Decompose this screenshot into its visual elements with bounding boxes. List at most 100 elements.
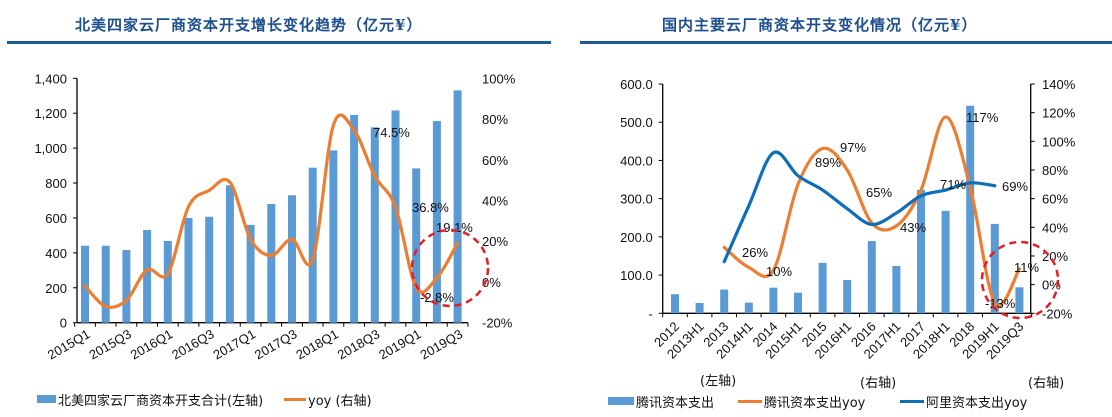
bar-2015Q3 [122,250,131,323]
left-tick-label: 300.0 [620,192,653,207]
bar-2017Q3 [288,195,296,323]
annotation-label: 19.1% [436,220,473,235]
right-chart-title: 国内主要云厂商资本开支变化情况（亿元¥） [662,16,978,34]
bar-2018Q2 [350,114,359,323]
right-tick-label: 60% [482,153,508,168]
annotation-label: 11% [1014,260,1039,275]
x-tick-label: 2019Q1 [376,326,424,362]
right-tick-label: 20% [482,234,508,249]
left-tick-label: 200 [45,281,67,296]
x-tick-label: 2017Q3 [252,326,300,362]
bar-2018Q1 [329,150,338,323]
legend-axis-note-right-2: (右轴) [1028,376,1065,391]
right-tick-label: 120% [1042,106,1076,121]
left-tick-label: 0 [60,316,67,331]
x-tick-label: 2019Q3 [418,326,466,362]
legend-tencent-bar-swatch [608,397,634,405]
bar-2016Q3 [205,216,214,323]
right-tick-label: 100% [1042,134,1076,149]
legend-axis-note-left: (左轴) [700,374,737,389]
left-tick-label: 1,200 [34,106,67,121]
x-tick-label: 2016Q3 [169,326,217,362]
legend-tencent-yoy: 腾讯资本支出yoy [764,396,866,411]
bar-2013H1 [695,302,704,314]
highlight-dashed-circle [980,240,1060,320]
left-tick-label: 100.0 [620,268,653,283]
right-tick-label: -20% [482,316,513,331]
x-tick-label: 2018Q1 [293,326,341,362]
legend-axis-note-right-1: (右轴) [860,376,897,391]
right-tick-label: 140% [1042,77,1076,92]
bar-2019Q2 [432,121,441,323]
highlight-dashed-circle [410,228,490,308]
annotation-label: 89% [815,155,841,170]
legend-left-bar-label: 北美四家云厂商资本开支合计(左轴) [58,394,264,409]
bar-2017Q1 [246,224,255,323]
bar-2018Q4 [391,110,400,323]
annotation-label: 71% [940,177,966,192]
legend-yoy-swatch [284,398,306,401]
line-腾讯资本支出yoy [722,115,1021,308]
annotation-label: 26% [742,245,768,260]
annotation-label: 69% [1002,179,1028,194]
left-chart-title: 北美四家云厂商资本开支增长变化趋势（亿元¥） [75,16,423,34]
legend-left-line-label: yoy (右轴) [308,394,372,409]
legend-tencent-yoy-swatch [738,400,762,403]
left-tick-label: 800 [45,176,67,191]
left-tick-label: 400 [45,246,67,261]
right-tick-label: 0% [1042,278,1061,293]
bar-2018H1 [941,210,950,314]
x-tick-label: 2017Q1 [211,326,259,362]
bar-2014H1 [744,302,753,314]
x-tick-label: 2015Q1 [45,326,93,362]
bar-2015 [818,262,827,314]
bar-2015Q4 [143,230,152,323]
annotation-label: 117% [966,110,999,125]
right-tick-label: 80% [482,112,508,127]
x-tick-label: 2018Q3 [335,326,383,362]
bar-2019Q3 [453,90,462,323]
legend-tencent-capex: 腾讯资本支出 [636,396,715,411]
bar-2015H1 [794,292,802,314]
right-tick-label: 0% [482,275,501,290]
left-tick-label: 1,400 [34,71,67,86]
bar-2017H1 [892,265,901,314]
annotation-label: -2.8% [420,290,454,305]
bar-2017 [917,189,925,314]
bar-2016H1 [843,280,852,314]
bar-2016 [867,241,876,314]
bar-2015Q2 [101,245,110,323]
bar-2017Q2 [267,203,276,323]
right-tick-label: 20% [1042,249,1068,264]
line-阿里资本支出yoy [722,150,997,264]
bar-2019Q3 [1015,287,1024,314]
annotation-label: 10% [766,264,792,279]
left-tick-label: 1,000 [34,141,67,156]
right-tick-label: 100% [482,71,516,86]
bar-2016Q2 [184,217,193,323]
legend-bar-swatch [37,395,56,403]
bar-2019Q1 [412,168,421,323]
right-tick-label: 80% [1042,163,1068,178]
bar-2017Q4 [308,167,317,323]
annotation-label: 97% [840,140,866,155]
left-title-rule [7,41,551,44]
left-tick-label: 200.0 [620,230,653,245]
bar-2016Q1 [163,241,172,323]
left-tick-label: 400.0 [620,153,653,168]
annotation-label: -13% [985,296,1016,311]
legend-ali-yoy-swatch [900,400,924,403]
left-tick-label: 600 [45,211,67,226]
bar-2015Q1 [81,245,89,323]
legend-ali-yoy: 阿里资本支出yoy [926,396,1028,411]
annotation-label: 43% [900,220,926,235]
left-tick-label: - [648,306,652,321]
annotation-label: 74.5% [373,125,410,140]
annotation-label: 36.8% [412,200,449,215]
bar-2018 [966,105,975,314]
bar-2019H1 [990,223,999,314]
bar-2012 [671,294,679,314]
bar-2016Q4 [225,185,234,323]
